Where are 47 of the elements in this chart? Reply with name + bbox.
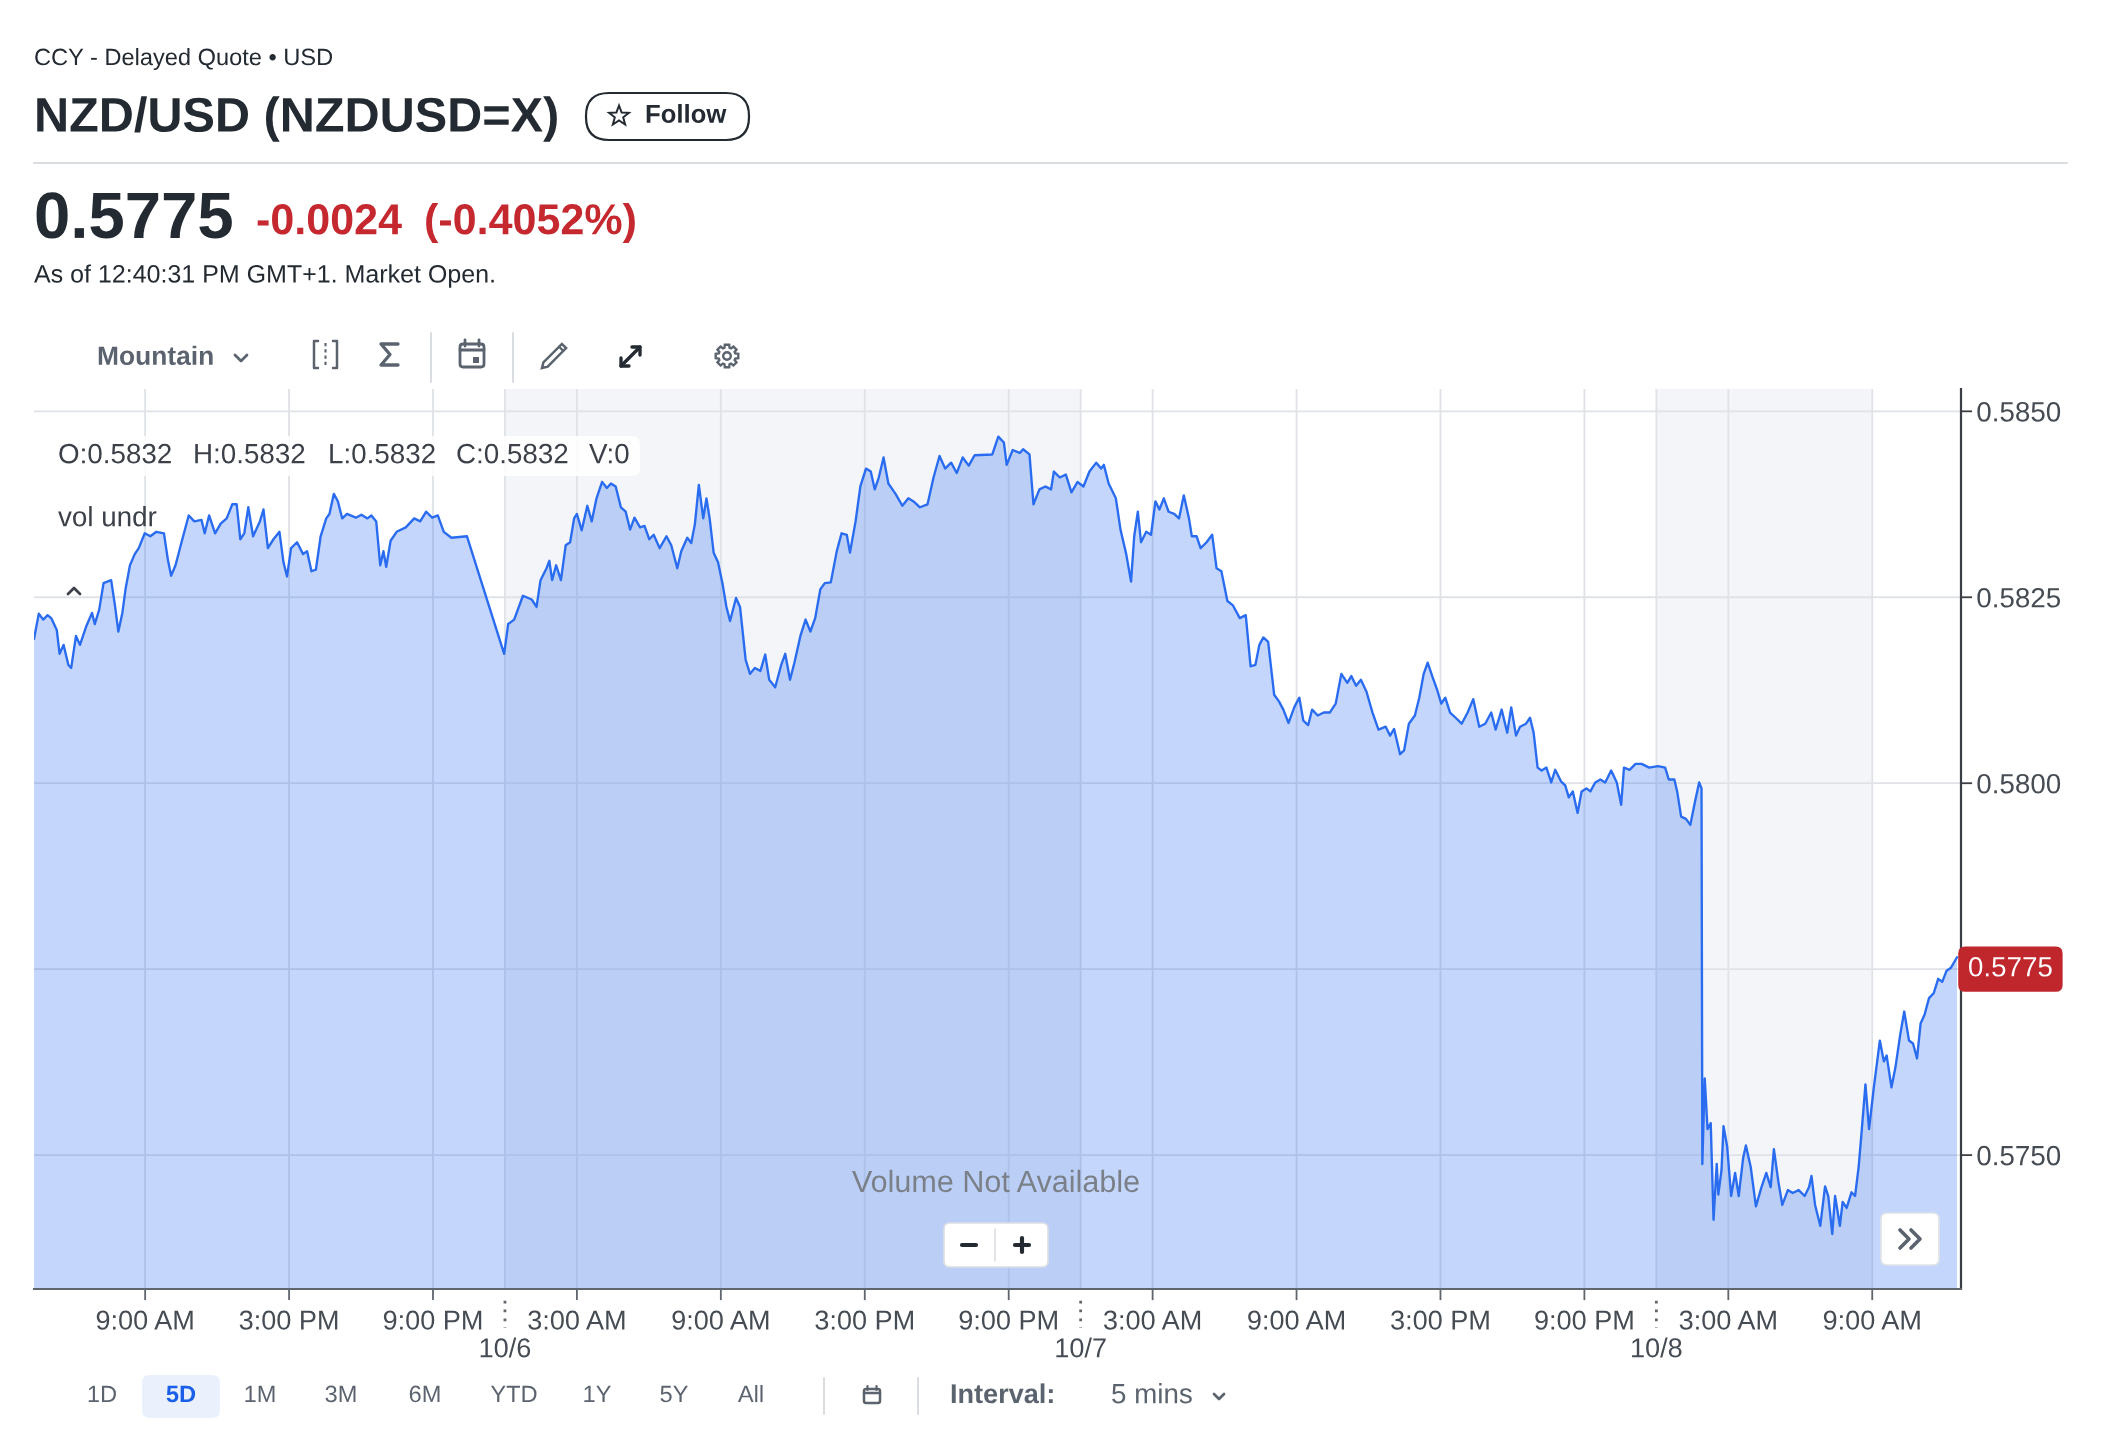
text: 0.5775 bbox=[36, 192, 232, 239]
annotation: O:0.5832 bbox=[59, 443, 171, 464]
x-tick-label: 9:00 PM bbox=[959, 1310, 1057, 1330]
text: Follow bbox=[646, 104, 727, 123]
text: YTD bbox=[490, 1385, 537, 1403]
text: Mountain bbox=[98, 345, 213, 366]
chart-subtitle: CCY - Delayed Quote • USD bbox=[35, 48, 333, 70]
annotation: L:0.5832 bbox=[330, 443, 435, 464]
text: All bbox=[737, 1384, 763, 1403]
text: As of 12:40:31 PM GMT+1. Market Open. bbox=[34, 264, 494, 288]
x-tick-label: 3:00 PM bbox=[815, 1310, 913, 1330]
x-tick-label: 3:00 PM bbox=[239, 1310, 338, 1330]
y-tick-label: 0.5850 bbox=[1977, 401, 2061, 422]
ref-line-label: 10/6 bbox=[480, 1337, 531, 1358]
text: 3M bbox=[325, 1385, 356, 1403]
x-tick-label: 3:00 PM bbox=[1391, 1310, 1489, 1330]
annotation: vol undr bbox=[58, 506, 157, 527]
x-tick-label: 3:00 AM bbox=[1103, 1310, 1201, 1330]
annotation: H:0.5832 bbox=[195, 443, 305, 464]
y-tick-label: 0.5750 bbox=[1977, 1145, 2061, 1166]
x-tick-label: 3:00 AM bbox=[1679, 1310, 1776, 1330]
x-tick-label: 9:00 AM bbox=[672, 1310, 769, 1330]
text: 1D bbox=[88, 1385, 116, 1403]
x-tick-label: 9:00 AM bbox=[1248, 1310, 1345, 1330]
x-tick-label: 9:00 PM bbox=[1535, 1310, 1633, 1330]
text: 1M bbox=[245, 1385, 275, 1403]
text: 5Y bbox=[660, 1385, 688, 1403]
text: 5 mins bbox=[1112, 1383, 1192, 1404]
x-tick-label: 3:00 AM bbox=[528, 1310, 625, 1330]
ref-line-label: 10/7 bbox=[1056, 1337, 1106, 1358]
text: 1Y bbox=[584, 1385, 611, 1403]
annotation: V:0 bbox=[589, 443, 629, 464]
x-tick-label: 9:00 AM bbox=[1823, 1310, 1920, 1330]
text: (-0.4052%) bbox=[426, 202, 635, 244]
text: 5D bbox=[166, 1385, 196, 1403]
annotation: Volume Not Available bbox=[852, 1169, 1139, 1193]
text: -0.0024 bbox=[257, 204, 402, 235]
text: 6M bbox=[409, 1385, 440, 1403]
y-tick-label: 0.5800 bbox=[1977, 773, 2061, 794]
annotation: 0.5775 bbox=[1969, 956, 2052, 977]
text: Interval: bbox=[951, 1383, 1053, 1404]
ref-line-label: 10/8 bbox=[1632, 1337, 1682, 1358]
x-tick-label: 9:00 AM bbox=[96, 1310, 193, 1330]
y-tick-label: 0.5825 bbox=[1977, 587, 2061, 608]
annotation: C:0.5832 bbox=[457, 443, 568, 464]
chart-title: NZD/USD (NZDUSD=X) bbox=[37, 96, 557, 142]
x-tick-label: 9:00 PM bbox=[383, 1310, 482, 1330]
